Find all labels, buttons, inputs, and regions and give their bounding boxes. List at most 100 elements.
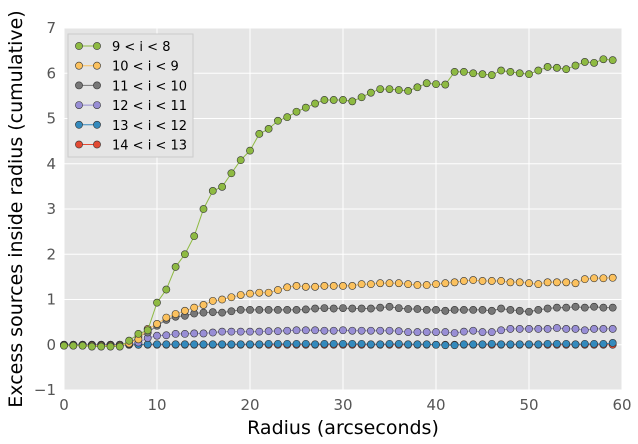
data-point (153, 331, 161, 340)
data-point (385, 279, 394, 288)
data-point (441, 328, 450, 336)
data-point (543, 325, 552, 333)
legend-marker (75, 61, 83, 70)
data-point (329, 326, 338, 335)
data-point (320, 282, 329, 290)
series-group (60, 55, 617, 351)
data-point (413, 328, 422, 336)
data-point (506, 67, 515, 76)
data-point (608, 339, 617, 347)
data-point (506, 340, 515, 349)
data-point (255, 129, 264, 138)
data-point (357, 280, 366, 289)
data-point (608, 303, 617, 312)
data-point (608, 325, 617, 333)
data-point (246, 146, 254, 155)
data-point (515, 306, 524, 315)
data-point (590, 325, 598, 333)
data-point (236, 327, 245, 336)
data-point (469, 306, 478, 314)
data-point (199, 308, 208, 317)
data-point (459, 340, 468, 349)
legend: 9 < i < 8 10 < i < 9 11 < i < 10 12 < i < 1… (67, 33, 194, 158)
data-point (208, 328, 217, 337)
data-point (283, 113, 292, 122)
data-point (534, 340, 543, 349)
data-point (171, 329, 180, 338)
data-point (218, 327, 226, 336)
data-point (134, 329, 143, 338)
data-point (487, 306, 496, 315)
data-point (162, 331, 171, 340)
data-point (190, 232, 199, 241)
data-point (273, 327, 282, 336)
data-point (376, 85, 385, 93)
data-point (311, 340, 319, 349)
data-point (580, 339, 589, 348)
data-point (404, 305, 412, 313)
data-point (208, 308, 217, 317)
data-point (571, 340, 580, 349)
data-point (525, 70, 533, 79)
legend-marker (75, 42, 83, 50)
legend-marker (93, 42, 101, 50)
legend-label: 10 < i < 9 (112, 60, 179, 75)
data-point (208, 340, 217, 349)
y-tick-label: 1 (46, 291, 56, 309)
legend-item: 13 < i < 12 (75, 119, 187, 134)
data-point (199, 329, 208, 338)
data-point (506, 306, 515, 314)
data-point (422, 306, 431, 314)
data-point (190, 340, 199, 349)
data-point (301, 103, 310, 112)
data-point (534, 66, 543, 75)
data-point (450, 278, 459, 287)
y-tick-label: 0 (46, 336, 56, 354)
data-point (264, 339, 273, 348)
data-point (422, 328, 431, 336)
data-point (320, 326, 329, 335)
data-point (553, 63, 561, 72)
data-point (236, 306, 245, 314)
data-point (366, 280, 375, 289)
data-point (190, 303, 199, 312)
data-point (376, 303, 385, 312)
data-point (292, 339, 301, 348)
data-point (543, 304, 552, 313)
data-point (497, 277, 505, 285)
data-point (329, 282, 338, 290)
data-point (366, 326, 375, 335)
data-point (590, 274, 598, 283)
data-point (218, 308, 226, 317)
data-point (339, 326, 347, 335)
data-point (162, 313, 171, 322)
data-point (580, 326, 589, 335)
data-point (227, 340, 236, 349)
data-point (422, 281, 431, 289)
data-point (497, 304, 505, 313)
legend-marker (93, 81, 101, 90)
data-point (78, 341, 87, 350)
data-point (283, 306, 292, 314)
data-point (534, 306, 543, 314)
data-point (506, 278, 515, 287)
data-point (376, 340, 385, 349)
data-point (497, 340, 505, 349)
data-point (106, 342, 115, 351)
data-point (450, 67, 459, 76)
data-point (348, 339, 357, 348)
data-point (339, 96, 347, 104)
data-point (441, 80, 450, 89)
data-point (553, 324, 561, 332)
legend-label: 12 < i < 11 (112, 99, 187, 114)
data-point (413, 83, 422, 92)
data-point (348, 282, 357, 290)
data-point (153, 298, 161, 307)
data-point (432, 280, 440, 289)
data-point (171, 263, 180, 271)
data-point (97, 342, 106, 351)
data-point (357, 339, 366, 348)
data-point (404, 328, 412, 336)
data-point (357, 304, 366, 313)
data-point (413, 281, 422, 289)
